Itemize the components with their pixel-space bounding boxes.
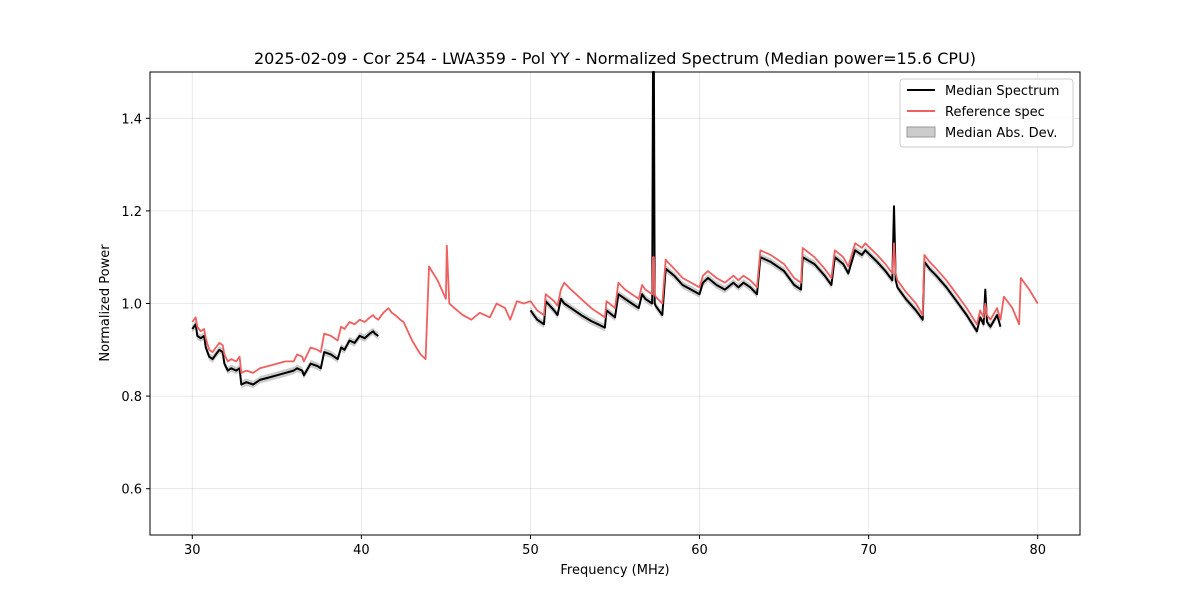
- x-tick-label: 40: [353, 543, 370, 558]
- legend-box: [899, 78, 1074, 148]
- x-tick-label: 70: [860, 543, 877, 558]
- legend-mad-label: Median Abs. Dev.: [945, 126, 1057, 141]
- x-axis-label: Frequency (MHz): [560, 563, 669, 578]
- mad-band-segment: [192, 320, 379, 389]
- y-tick-label: 0.8: [121, 390, 142, 405]
- legend: Median Spectrum Reference spec Median Ab…: [899, 78, 1074, 148]
- y-tick-label: 1.2: [121, 205, 142, 220]
- x-tick-label: 50: [522, 543, 539, 558]
- axis-ticks: 30 40 50 60 70 80 0.6 0.8 1.0 1.2 1.4: [121, 112, 1046, 558]
- y-axis-label: Normalized Power: [98, 244, 113, 362]
- legend-mad-swatch: [906, 126, 936, 138]
- legend-median-label: Median Spectrum: [945, 84, 1059, 99]
- legend-reference-label: Reference spec: [945, 105, 1045, 120]
- reference-spectrum-path: [191, 242, 1039, 374]
- x-tick-label: 80: [1029, 543, 1046, 558]
- y-tick-label: 0.6: [121, 483, 142, 498]
- chart-title: 2025-02-09 - Cor 254 - LWA359 - Pol YY -…: [254, 49, 976, 68]
- y-tick-label: 1.4: [121, 112, 142, 127]
- x-tick-label: 30: [184, 543, 201, 558]
- x-tick-label: 60: [691, 543, 708, 558]
- y-tick-label: 1.0: [121, 298, 142, 313]
- reference-spectrum-line: [191, 242, 1039, 374]
- median-spectrum-segment: [191, 323, 379, 386]
